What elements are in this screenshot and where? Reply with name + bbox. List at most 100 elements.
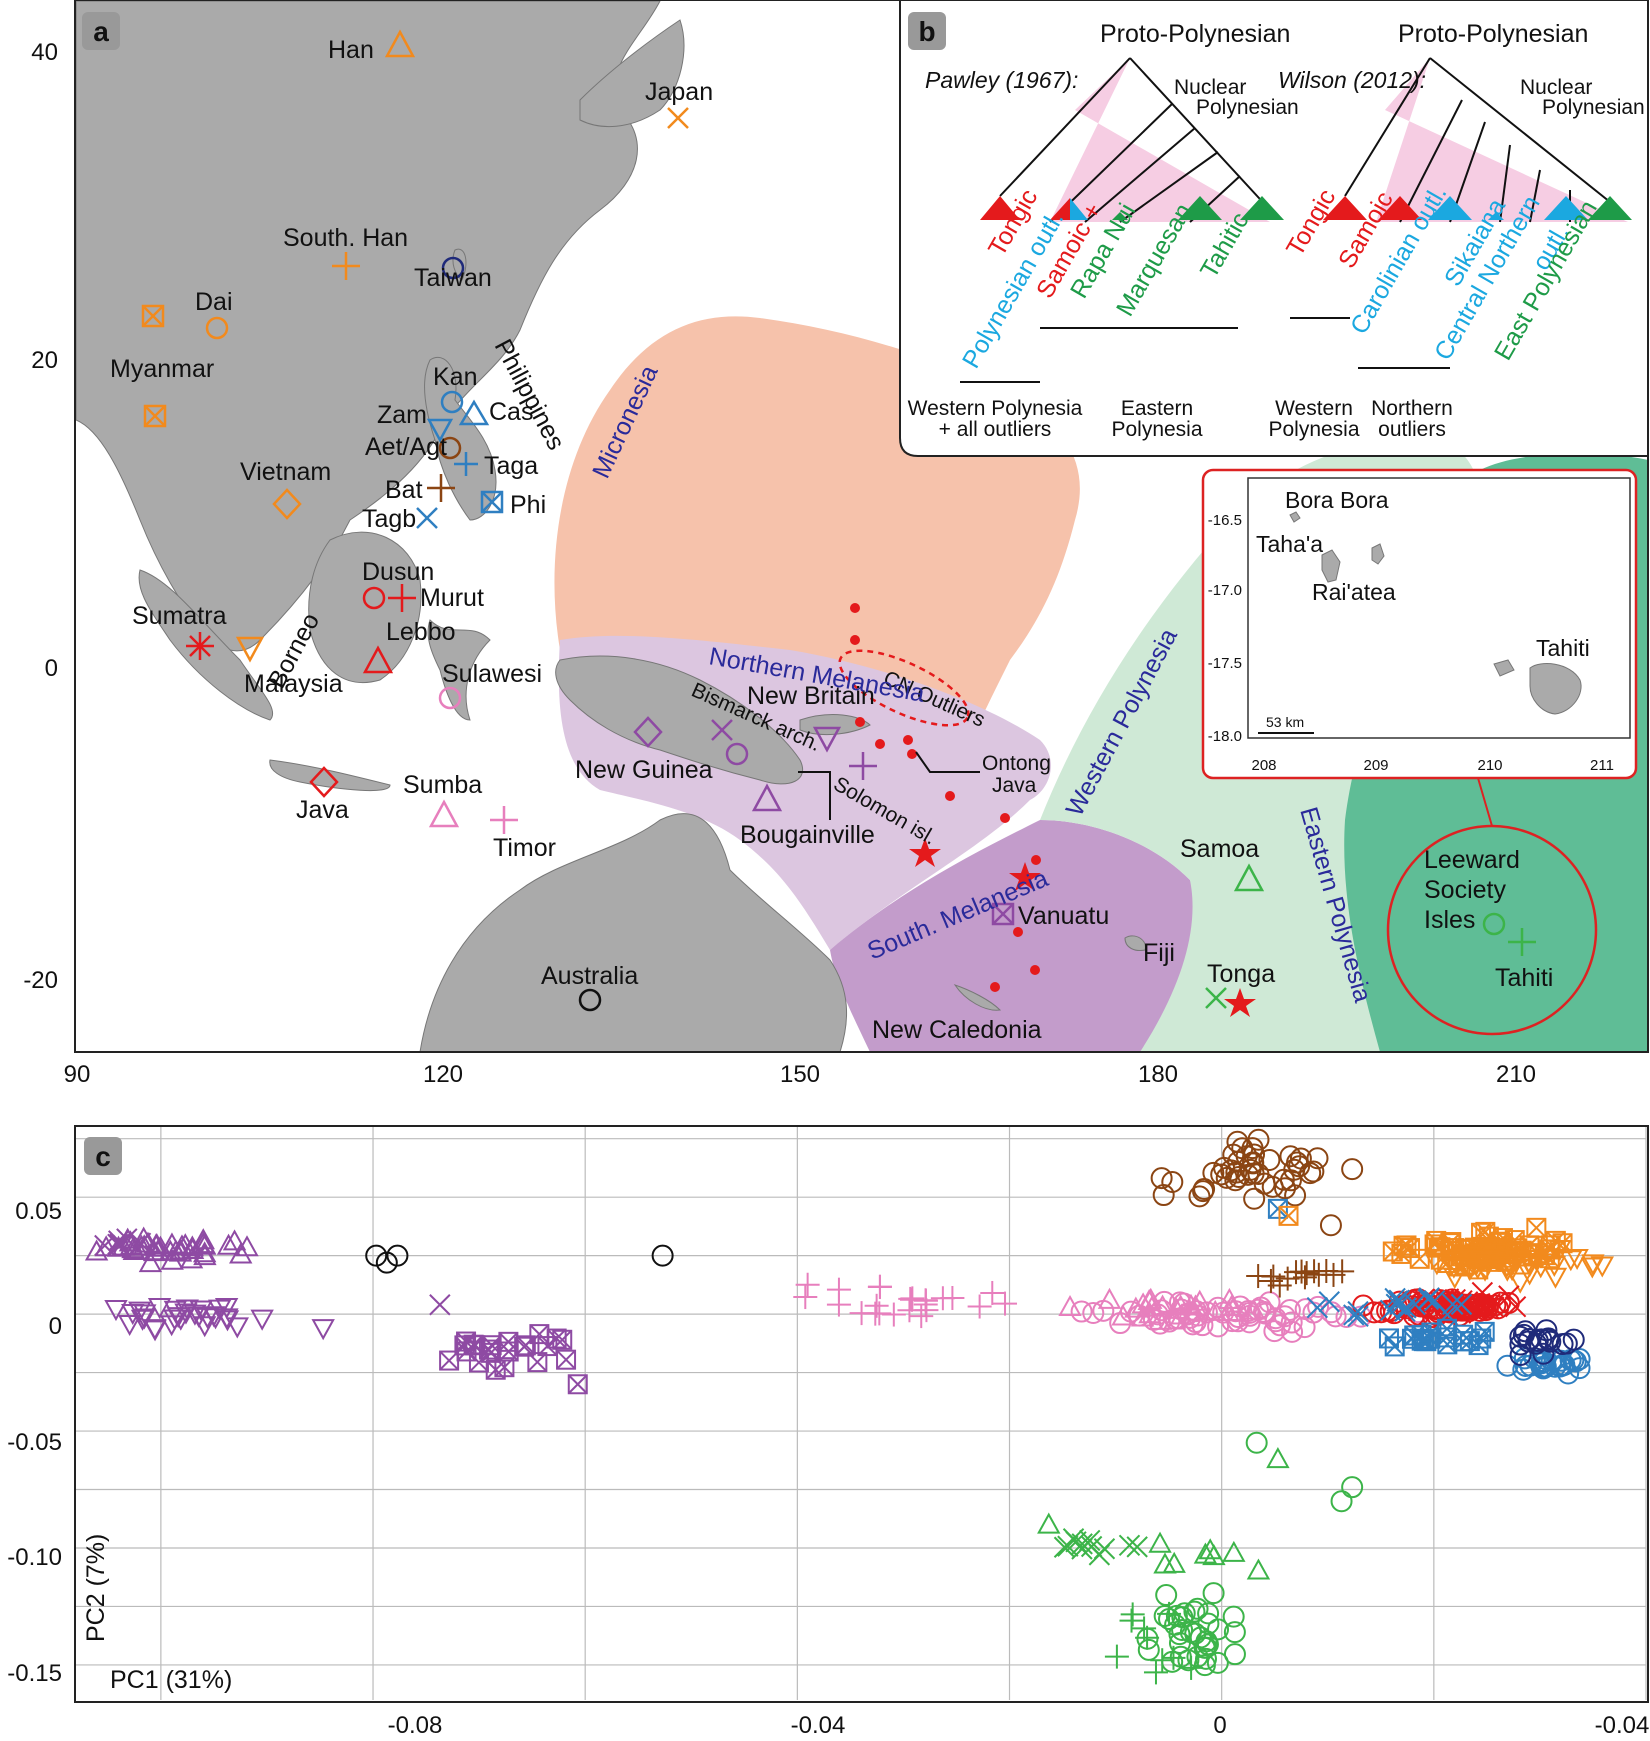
panel-a-label: a — [82, 12, 120, 50]
tree-nuclear-label2: Polynesian — [1196, 96, 1299, 119]
pca-point — [104, 1300, 128, 1322]
marker-lebbo — [362, 645, 394, 674]
label-zam: Zam — [377, 401, 427, 429]
pca-point — [1495, 1256, 1519, 1278]
pca-point — [1548, 1239, 1572, 1262]
group-all-outliers: + all outliers — [939, 418, 1052, 441]
pca-x-tick: 0 — [1213, 1712, 1226, 1739]
outlier-dot — [850, 603, 860, 613]
pca-point — [1267, 1198, 1288, 1219]
pca-point — [1330, 1259, 1355, 1284]
star-marker — [1009, 862, 1041, 891]
pca-point — [158, 1239, 183, 1261]
label-dai: Dai — [195, 288, 233, 316]
pca-point — [1562, 1328, 1585, 1351]
pca-panel: -0.08 -0.04 0 -0.04 0.05 0 -0.05 -0.10 -… — [7, 1125, 1649, 1739]
marker-tagb — [416, 507, 438, 529]
pca-point — [1363, 1301, 1386, 1324]
pca-point — [1171, 1618, 1194, 1641]
pca-point — [1483, 1296, 1505, 1318]
tree-root-label-right: Proto-Polynesian — [1398, 20, 1588, 48]
pca-point — [1155, 1584, 1178, 1607]
pca-point — [1319, 1214, 1342, 1237]
pca-point — [1341, 1476, 1364, 1499]
outlier-dot — [855, 717, 865, 727]
label-malaysia: Malaysia — [244, 670, 343, 698]
pca-point — [556, 1349, 577, 1370]
borneo-island — [308, 531, 422, 684]
label-murut: Murut — [420, 584, 484, 612]
pca-point — [94, 1234, 116, 1257]
marker-sumba — [428, 799, 460, 828]
label-taga: Taga — [484, 452, 538, 480]
pca-point — [1241, 1137, 1264, 1160]
pca-point — [1161, 1645, 1186, 1670]
japan-island — [579, 19, 685, 128]
marker-dusun — [362, 586, 386, 610]
pca-point — [1238, 1311, 1261, 1334]
clade-central-northern — [1544, 196, 1588, 220]
cn-outliers-ellipse — [838, 649, 970, 727]
pca-point — [84, 1239, 109, 1261]
outlier-dot — [907, 749, 917, 759]
pca-point — [1279, 1145, 1302, 1168]
pca-point — [1395, 1297, 1417, 1319]
pca-point — [1153, 1605, 1176, 1628]
label-new-guinea: New Guinea — [575, 756, 713, 784]
pca-point — [1179, 1655, 1204, 1680]
pca-point — [1543, 1267, 1568, 1289]
outlier-dots — [850, 603, 1256, 1017]
pca-point — [1394, 1300, 1416, 1323]
label-sulawesi: Sulawesi — [442, 660, 542, 688]
pca-point — [1247, 1162, 1270, 1185]
inset-label-raiatea: Rai'atea — [1312, 579, 1396, 605]
pca-point — [133, 1304, 157, 1326]
pca-point — [1215, 1166, 1238, 1189]
pca-point — [1097, 1287, 1122, 1309]
pca-point — [1425, 1254, 1449, 1276]
group-eastern: Eastern — [1121, 397, 1193, 420]
pca-point — [193, 1233, 217, 1255]
marker-australia — [578, 988, 602, 1012]
pca-point — [1143, 1660, 1168, 1685]
pca-point — [159, 1315, 184, 1337]
pca-point — [1184, 1622, 1207, 1645]
pca-point — [365, 1244, 388, 1267]
pca-y-tick: -0.05 — [7, 1429, 62, 1456]
pca-point — [117, 1314, 142, 1337]
clade-tahitic — [1240, 196, 1284, 220]
pca-point — [1126, 1536, 1148, 1558]
tree-nuclear-label: Nuclear — [1174, 76, 1246, 99]
pca-point — [1266, 1447, 1290, 1469]
pca-point — [1243, 1187, 1266, 1210]
pca-point — [913, 1288, 938, 1313]
pca-point — [1524, 1249, 1548, 1272]
marker-bougainville — [751, 783, 783, 812]
pca-point — [898, 1286, 923, 1311]
pca-point — [1292, 1265, 1317, 1290]
pca-point — [1120, 1602, 1145, 1627]
clade-carolinian — [1428, 196, 1472, 220]
tree-branch — [1344, 57, 1431, 197]
pca-point — [1188, 1185, 1211, 1208]
marker-south-han — [332, 252, 360, 280]
inset-y-tick: -17.5 — [1208, 655, 1242, 672]
pca-point — [386, 1244, 409, 1267]
outlier-dot — [903, 735, 913, 745]
outlier-dot — [850, 635, 860, 645]
marker-dai — [205, 316, 229, 340]
pca-point — [132, 1308, 157, 1330]
marker-new-britain — [812, 726, 842, 753]
pawley-tree: Proto-Polynesian Pawley (1967): Nuclear … — [908, 20, 1299, 441]
pca-point — [529, 1324, 550, 1345]
group-western-polynesia: Western Polynesia — [908, 397, 1083, 420]
label-new-britain: New Britain — [747, 682, 875, 710]
pca-point — [1070, 1300, 1093, 1323]
pca-point — [1539, 1330, 1562, 1353]
tree-author-label: Pawley (1967): — [925, 67, 1078, 93]
label-bougainville: Bougainville — [740, 821, 875, 849]
tree-branch — [1429, 57, 1621, 211]
pca-y-tick: -0.15 — [7, 1660, 62, 1687]
marker-zam — [426, 418, 454, 443]
pca-point — [225, 1317, 249, 1339]
